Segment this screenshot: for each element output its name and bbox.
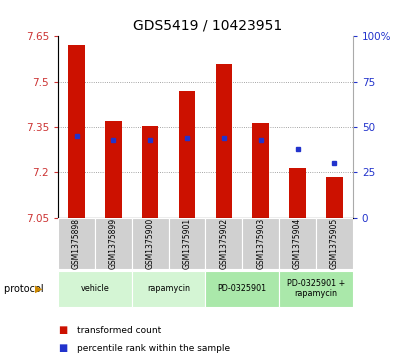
Text: GSM1375898: GSM1375898 — [72, 218, 81, 269]
Text: PD-0325901 +
rapamycin: PD-0325901 + rapamycin — [287, 279, 345, 298]
Bar — [142, 126, 159, 218]
Bar — [58, 218, 95, 269]
Bar — [279, 218, 316, 269]
Bar — [316, 218, 353, 269]
Text: percentile rank within the sample: percentile rank within the sample — [77, 344, 230, 353]
Text: GSM1375900: GSM1375900 — [146, 217, 155, 269]
Text: GSM1375904: GSM1375904 — [293, 217, 302, 269]
Text: GSM1375899: GSM1375899 — [109, 218, 118, 269]
Bar — [68, 45, 85, 218]
Bar — [58, 271, 132, 306]
Text: ■: ■ — [58, 343, 67, 354]
Bar — [279, 271, 353, 306]
Bar — [205, 218, 242, 269]
Text: ▶: ▶ — [35, 284, 43, 294]
Bar — [168, 218, 205, 269]
Bar — [132, 271, 205, 306]
Bar — [95, 218, 132, 269]
Text: rapamycin: rapamycin — [147, 284, 190, 293]
Text: GSM1375901: GSM1375901 — [183, 218, 191, 269]
Text: vehicle: vehicle — [81, 284, 109, 293]
Bar — [242, 218, 279, 269]
Bar — [105, 121, 122, 218]
Bar — [205, 271, 279, 306]
Text: ■: ■ — [58, 325, 67, 335]
Bar — [215, 64, 232, 218]
Bar — [252, 122, 269, 218]
Bar — [289, 168, 306, 218]
Text: transformed count: transformed count — [77, 326, 161, 335]
Bar — [326, 177, 343, 218]
Text: protocol: protocol — [4, 284, 47, 294]
Text: PD-0325901: PD-0325901 — [218, 284, 267, 293]
Bar — [179, 91, 195, 218]
Text: GSM1375905: GSM1375905 — [330, 217, 339, 269]
Text: GSM1375902: GSM1375902 — [220, 218, 228, 269]
Bar — [132, 218, 168, 269]
Text: GSM1375903: GSM1375903 — [256, 217, 265, 269]
Text: GDS5419 / 10423951: GDS5419 / 10423951 — [133, 18, 282, 32]
